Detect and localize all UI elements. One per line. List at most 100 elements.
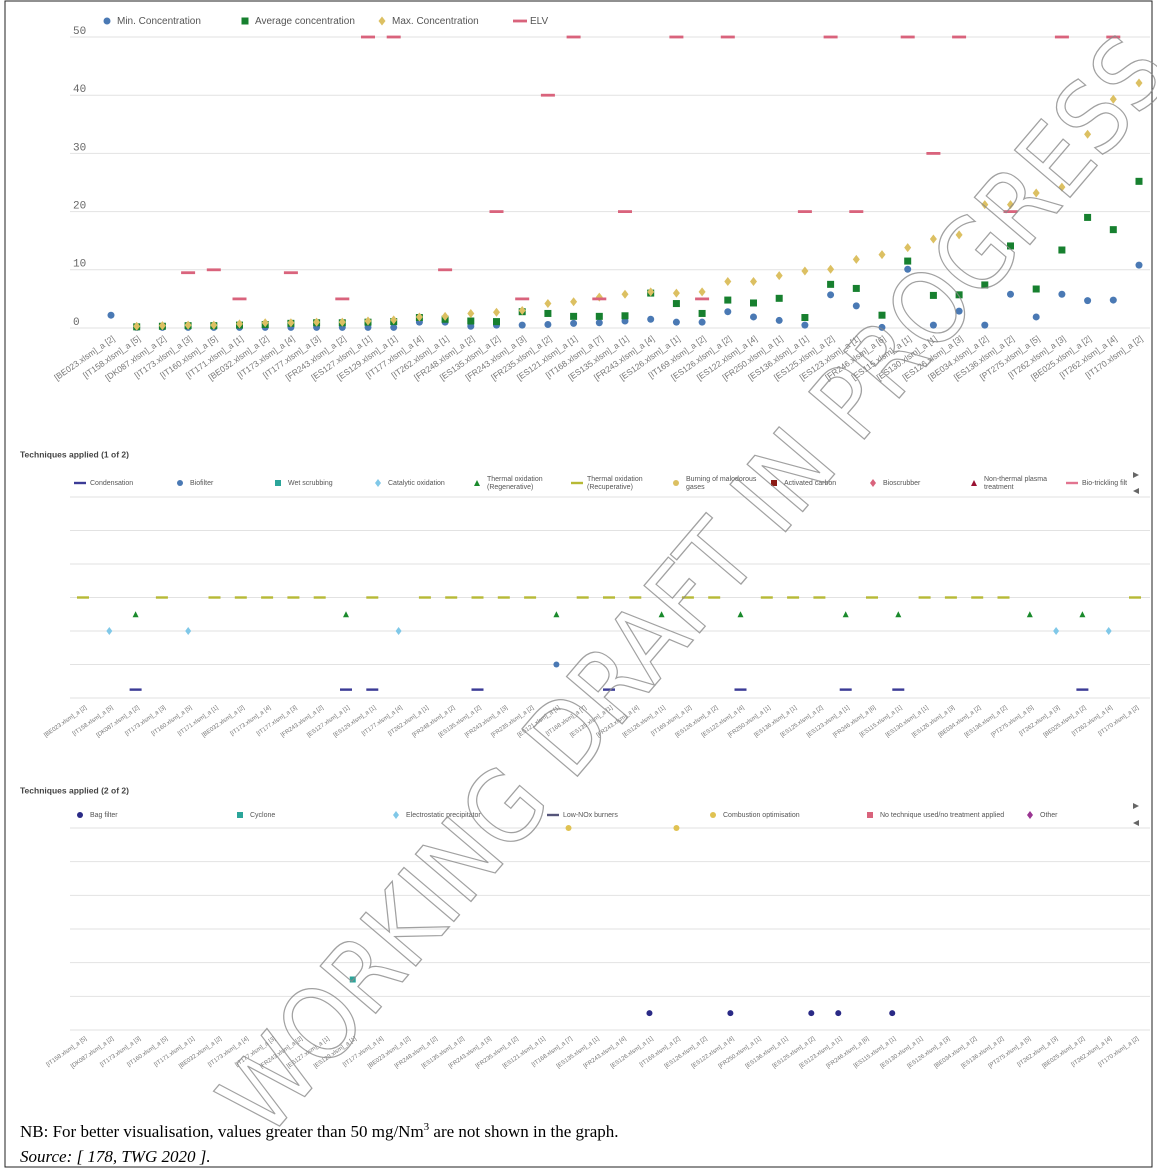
data-point: [77, 596, 89, 599]
data-point: [720, 35, 735, 39]
data-point: [813, 596, 826, 599]
data-point: [570, 312, 578, 320]
legend-marker: [237, 812, 243, 818]
data-point: [493, 318, 500, 326]
data-point: [467, 317, 475, 325]
data-point: [629, 596, 642, 599]
legend-next[interactable]: [1133, 472, 1139, 478]
frame: [4, 0, 1153, 1168]
data-point: [775, 294, 783, 302]
data-point: [1032, 188, 1040, 198]
data-point: [471, 688, 484, 691]
data-point: [261, 596, 274, 599]
data-point: [338, 317, 346, 327]
data-point: [210, 320, 218, 330]
x-tick-label: [BE023.xlsm]_a [2]: [43, 705, 88, 739]
data-point: [471, 596, 484, 599]
data-point: [595, 319, 603, 327]
data-point: [929, 321, 937, 329]
data-point: [981, 200, 989, 210]
legend-prev[interactable]: [1133, 820, 1139, 826]
data-point: [184, 320, 192, 330]
data-point: [155, 596, 168, 599]
data-point: [760, 596, 773, 599]
data-point: [592, 297, 607, 301]
data-point: [129, 688, 142, 691]
data-point: [343, 611, 349, 618]
data-point: [107, 311, 115, 319]
data-point: [827, 291, 835, 299]
data-point: [952, 35, 967, 39]
data-point: [889, 1010, 896, 1017]
data-point: [672, 318, 680, 326]
data-point: [366, 596, 379, 599]
data-point: [842, 611, 849, 618]
legend-prev[interactable]: [1133, 488, 1139, 494]
data-point: [808, 1010, 815, 1017]
data-point: [361, 35, 375, 39]
legend-marker: [275, 480, 281, 486]
data-point: [595, 292, 603, 302]
data-point: [621, 289, 629, 299]
data-point: [518, 321, 526, 329]
data-point: [621, 312, 629, 320]
data-point: [895, 611, 902, 618]
data-point: [929, 291, 937, 299]
data-point: [708, 596, 721, 599]
y-tick-label: 10: [73, 259, 86, 271]
data-point: [750, 299, 757, 307]
data-point: [801, 314, 809, 322]
data-point: [415, 312, 423, 322]
data-point: [1007, 200, 1014, 210]
data-point: [787, 596, 800, 599]
data-point: [313, 317, 321, 327]
data-point: [340, 688, 352, 691]
data-point: [750, 313, 757, 321]
legend-next[interactable]: [1133, 803, 1139, 809]
data-point: [524, 596, 537, 599]
legend-marker: [378, 16, 386, 26]
data-point: [727, 1010, 734, 1017]
data-point: [827, 264, 835, 274]
data-point: [467, 308, 475, 318]
data-point: [900, 35, 915, 39]
data-point: [673, 825, 680, 831]
data-point: [1105, 627, 1112, 635]
legend-marker: [867, 812, 873, 818]
legend-label: Activated carbon: [784, 480, 836, 487]
legend-label: Burning of malodorous gases: [686, 476, 758, 491]
data-point: [904, 257, 912, 265]
data-point: [158, 321, 166, 331]
data-point: [515, 297, 530, 301]
legend-label: Cyclone: [250, 812, 275, 819]
legend-label: Wet scrubbing: [288, 480, 333, 487]
data-point: [1135, 78, 1143, 88]
data-point: [955, 291, 963, 299]
data-point: [1026, 611, 1033, 618]
data-point: [1076, 688, 1089, 691]
data-point: [185, 627, 192, 635]
legend-label: Electrostatic precipitator: [406, 812, 481, 819]
data-point: [518, 306, 526, 316]
legend-label: Bag filter: [90, 812, 118, 819]
y-tick-label: 0: [73, 317, 80, 329]
legend-marker: [870, 479, 876, 487]
data-point: [944, 596, 957, 599]
data-point: [823, 35, 838, 39]
y-tick-label: 50: [73, 26, 86, 38]
data-point: [698, 318, 706, 326]
data-point: [1135, 177, 1143, 185]
data-point: [955, 307, 963, 315]
legend-marker: [710, 812, 716, 818]
data-point: [236, 319, 243, 329]
legend-marker: [1027, 811, 1033, 819]
data-point: [1084, 297, 1092, 305]
data-point: [724, 308, 732, 316]
data-point: [672, 300, 680, 308]
legend-label: Condensation: [90, 480, 133, 487]
legend-label: ELV: [530, 16, 548, 27]
data-point: [926, 152, 941, 155]
data-point: [208, 596, 221, 599]
data-point: [852, 254, 860, 264]
